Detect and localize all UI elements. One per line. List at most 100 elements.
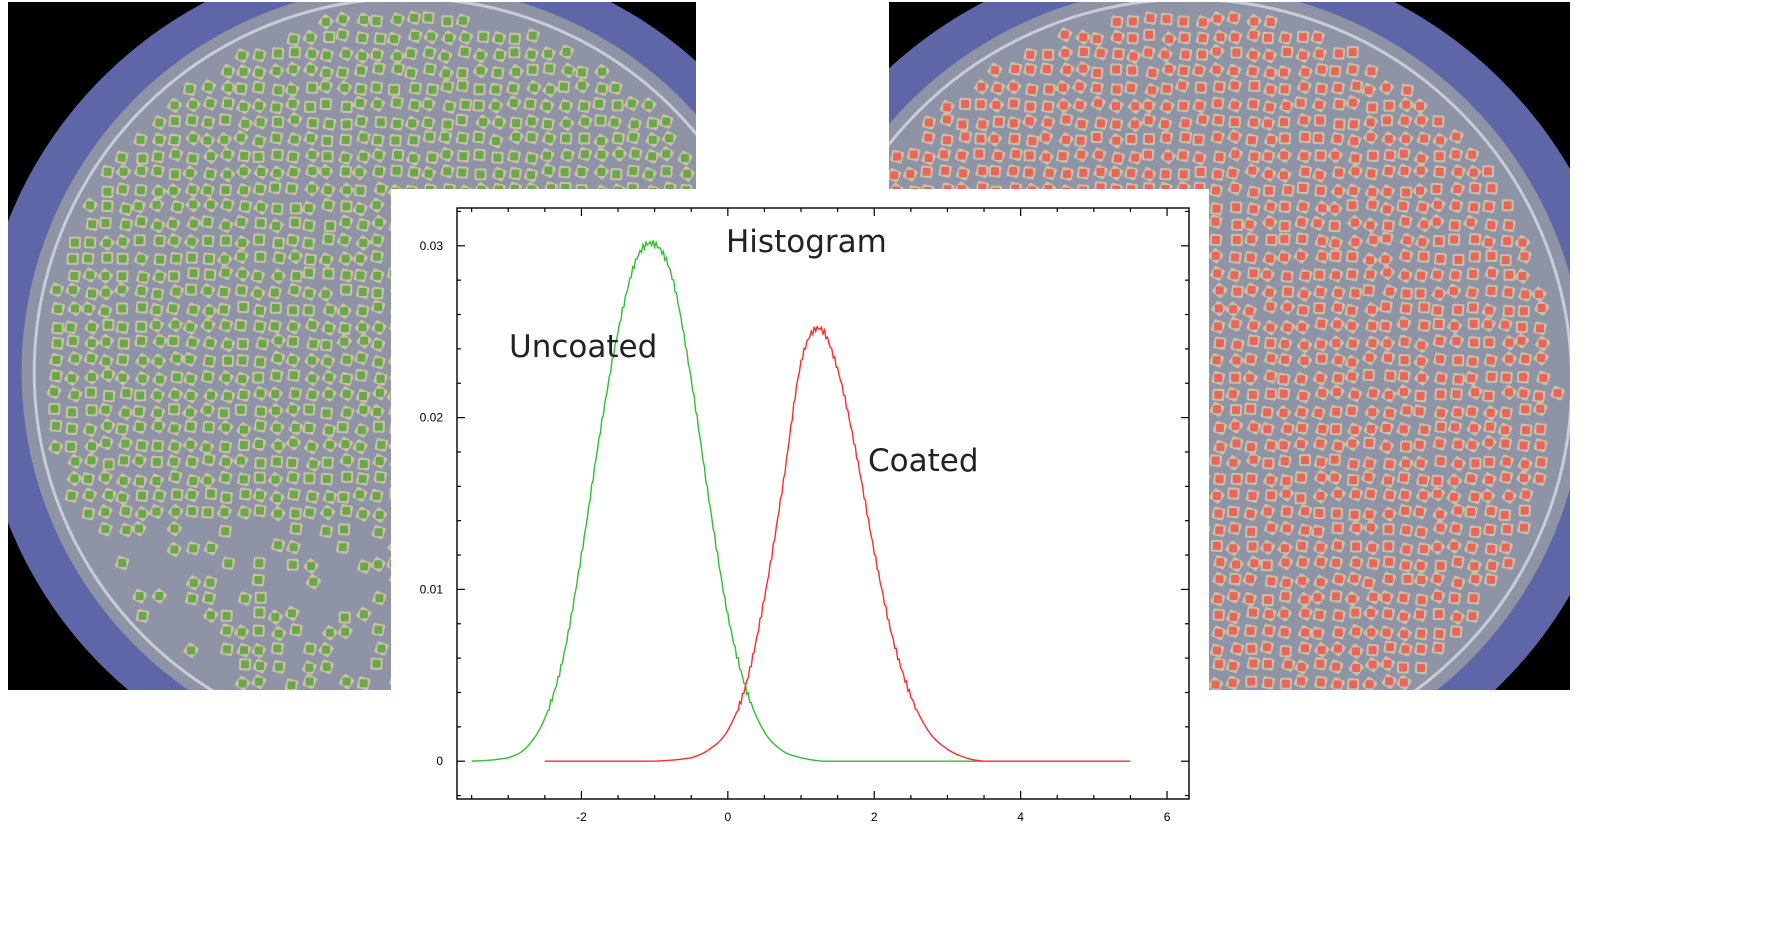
particle-core: [254, 83, 263, 92]
particle-core: [1076, 136, 1085, 145]
particle-core: [543, 120, 552, 129]
particle-core: [906, 169, 915, 178]
particle-core: [1164, 65, 1173, 74]
particle-core: [275, 253, 284, 262]
particle-core: [1488, 561, 1497, 570]
particle-core: [1230, 271, 1239, 280]
particle-core: [629, 167, 638, 176]
particle-core: [1416, 562, 1425, 571]
particle-core: [271, 303, 280, 312]
particle-core: [1231, 406, 1240, 415]
particle-core: [1178, 81, 1187, 90]
particle-core: [1296, 251, 1305, 260]
particle-core: [1368, 543, 1377, 552]
particle-core: [138, 611, 147, 620]
particle-core: [236, 405, 245, 414]
particle-core: [1198, 50, 1207, 59]
particle-core: [1471, 459, 1480, 468]
particle-core: [274, 629, 283, 638]
particle-core: [321, 100, 330, 109]
particle-core: [203, 405, 212, 414]
particle-core: [271, 406, 280, 415]
particle-core: [1298, 323, 1307, 332]
particle-core: [992, 101, 1001, 110]
particle-core: [171, 472, 180, 481]
particle-core: [1417, 341, 1426, 350]
particle-core: [564, 66, 573, 75]
particle-core: [1280, 134, 1289, 143]
particle-core: [290, 135, 299, 144]
particle-core: [86, 238, 95, 247]
particle-core: [121, 408, 130, 417]
particle-core: [373, 100, 382, 109]
particle-core: [410, 101, 419, 110]
particle-core: [1348, 372, 1357, 381]
particle-core: [256, 421, 265, 430]
particle-core: [1301, 526, 1310, 535]
particle-core: [941, 166, 950, 175]
particle-core: [256, 407, 265, 416]
particle-core: [341, 153, 350, 162]
particle-core: [272, 133, 281, 142]
particle-core: [458, 69, 467, 78]
particle-core: [543, 151, 552, 160]
particle-core: [1301, 271, 1310, 280]
particle-core: [1504, 221, 1513, 230]
particle-core: [290, 218, 299, 227]
particle-core: [922, 167, 931, 176]
particle-core: [1504, 559, 1513, 568]
particle-core: [238, 238, 247, 247]
particle-core: [1332, 558, 1341, 567]
particle-core: [1504, 307, 1513, 316]
particle-core: [990, 134, 999, 143]
particle-core: [1075, 101, 1084, 110]
particle-core: [1484, 392, 1493, 401]
particle-core: [51, 421, 60, 430]
particle-core: [52, 355, 61, 364]
particle-core: [340, 337, 349, 346]
particle-core: [961, 100, 970, 109]
particle-core: [1229, 67, 1238, 76]
particle-core: [1484, 202, 1493, 211]
particle-core: [205, 270, 214, 279]
particle-core: [375, 167, 384, 176]
particle-core: [135, 422, 144, 431]
particle-core: [1368, 339, 1377, 348]
particle-core: [1062, 115, 1071, 124]
particle-core: [611, 83, 620, 92]
particle-core: [342, 506, 351, 515]
particle-core: [959, 169, 968, 178]
particle-core: [662, 117, 671, 126]
particle-core: [272, 103, 281, 112]
particle-core: [341, 440, 350, 449]
particle-core: [137, 322, 146, 331]
particle-core: [1216, 33, 1225, 42]
particle-core: [511, 169, 520, 178]
particle-core: [289, 322, 298, 331]
particle-core: [223, 340, 232, 349]
particle-core: [137, 217, 146, 226]
particle-core: [1403, 86, 1412, 95]
particle-core: [1403, 236, 1412, 245]
particle-core: [479, 118, 488, 127]
particle-core: [173, 490, 182, 499]
particle-core: [1280, 85, 1289, 94]
particle-core: [70, 391, 79, 400]
particle-core: [342, 389, 351, 398]
particle-core: [1349, 186, 1358, 195]
particle-core: [1300, 456, 1309, 465]
particle-core: [1419, 252, 1428, 261]
particle-core: [1296, 98, 1305, 107]
particle-core: [1417, 528, 1426, 537]
particle-core: [1298, 234, 1307, 243]
particle-core: [1215, 575, 1224, 584]
particle-core: [1214, 116, 1223, 125]
particle-core: [1297, 440, 1306, 449]
particle-core: [1350, 218, 1359, 227]
particle-core: [169, 336, 178, 345]
particle-core: [1144, 116, 1153, 125]
particle-core: [1381, 302, 1390, 311]
particle-core: [222, 626, 231, 635]
particle-core: [325, 492, 334, 501]
particle-core: [1519, 473, 1528, 482]
